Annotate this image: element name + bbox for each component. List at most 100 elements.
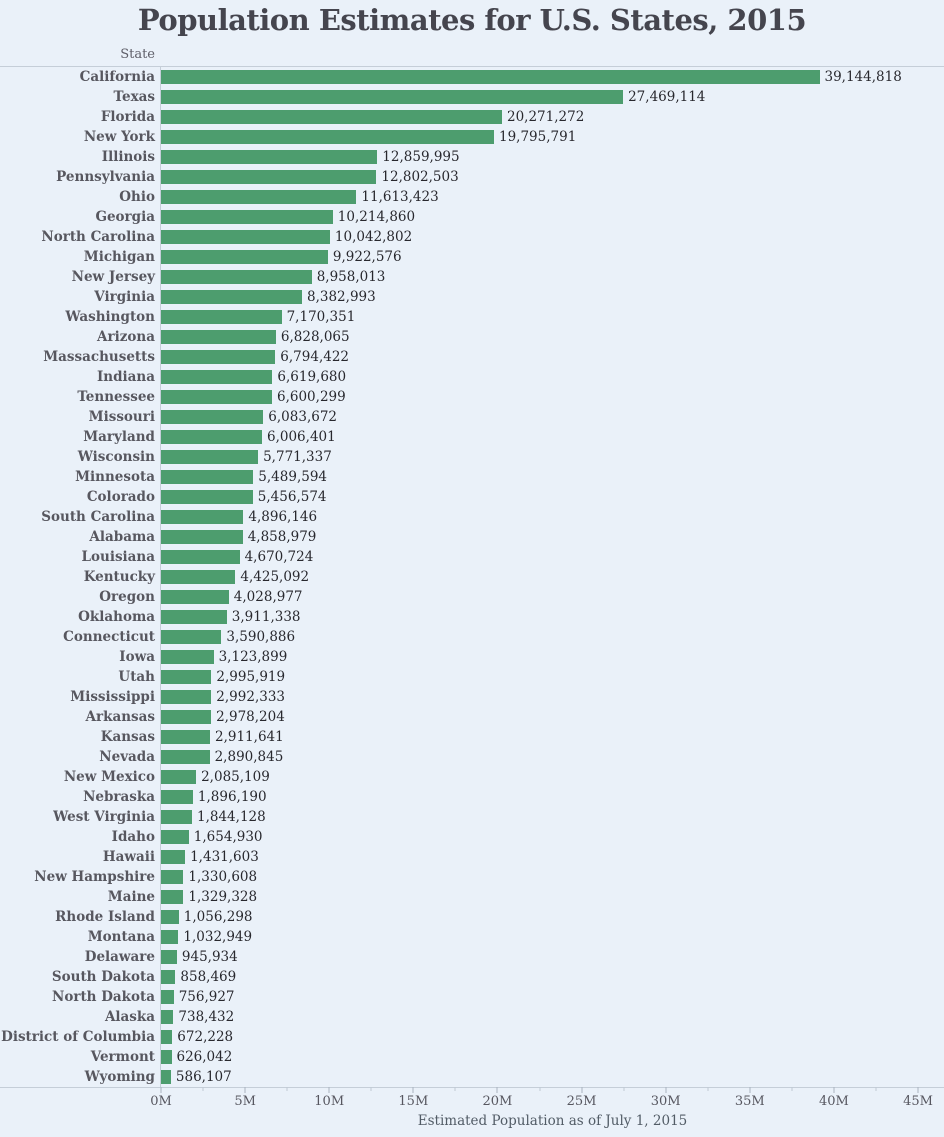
x-minor-tick bbox=[202, 1087, 204, 1091]
table-row: Utah 2,995,919 bbox=[0, 667, 944, 687]
state-label: Connecticut bbox=[63, 629, 155, 645]
bar bbox=[161, 230, 330, 244]
value-label: 6,083,672 bbox=[268, 409, 338, 425]
state-label: Kentucky bbox=[83, 569, 155, 585]
value-label: 2,085,109 bbox=[201, 769, 270, 785]
bar bbox=[161, 150, 378, 164]
bar bbox=[161, 630, 222, 644]
table-row: Massachusetts 6,794,422 bbox=[0, 347, 944, 367]
table-row: New Jersey 8,958,013 bbox=[0, 267, 944, 287]
value-label: 8,382,993 bbox=[307, 289, 376, 305]
value-label: 3,123,899 bbox=[218, 649, 288, 665]
x-minor-tick bbox=[454, 1087, 456, 1091]
value-label: 738,432 bbox=[178, 1009, 235, 1025]
bar bbox=[161, 1070, 171, 1084]
table-row: Washington 7,170,351 bbox=[0, 307, 944, 327]
value-label: 6,006,401 bbox=[267, 429, 336, 445]
state-label: Florida bbox=[100, 109, 155, 125]
value-label: 20,271,272 bbox=[507, 109, 585, 125]
table-row: Arkansas 2,978,204 bbox=[0, 707, 944, 727]
value-label: 39,144,818 bbox=[824, 69, 902, 85]
table-row: Wyoming 586,107 bbox=[0, 1067, 944, 1087]
bar bbox=[161, 1050, 172, 1064]
value-label: 12,802,503 bbox=[381, 169, 459, 185]
state-label: Illinois bbox=[101, 149, 155, 165]
value-label: 6,619,680 bbox=[277, 369, 347, 385]
table-row: Florida 20,271,272 bbox=[0, 107, 944, 127]
state-label: New Jersey bbox=[71, 269, 155, 285]
x-tick-label: 30M bbox=[650, 1094, 681, 1109]
bar bbox=[161, 810, 192, 824]
state-label: Oklahoma bbox=[78, 609, 155, 625]
bar bbox=[161, 330, 276, 344]
state-label: Wyoming bbox=[84, 1069, 155, 1085]
state-label: Colorado bbox=[86, 489, 155, 505]
state-label: Montana bbox=[87, 929, 155, 945]
table-row: Illinois 12,859,995 bbox=[0, 147, 944, 167]
table-row: Colorado 5,456,574 bbox=[0, 487, 944, 507]
value-label: 672,228 bbox=[177, 1029, 234, 1045]
state-label: Nebraska bbox=[83, 789, 155, 805]
state-label: Iowa bbox=[119, 649, 155, 665]
state-label: California bbox=[79, 69, 155, 85]
state-label: Massachusetts bbox=[43, 349, 155, 365]
bar bbox=[161, 870, 184, 884]
value-label: 626,042 bbox=[176, 1049, 233, 1065]
bar bbox=[161, 490, 253, 504]
x-major-tick bbox=[244, 1087, 246, 1093]
table-row: Louisiana 4,670,724 bbox=[0, 547, 944, 567]
value-label: 4,425,092 bbox=[240, 569, 310, 585]
bar-rows: California 39,144,818 Texas 27,469,114 F… bbox=[0, 67, 944, 1087]
bar bbox=[161, 90, 624, 104]
state-label: Louisiana bbox=[81, 549, 155, 565]
value-label: 3,590,886 bbox=[226, 629, 296, 645]
x-major-tick bbox=[328, 1087, 330, 1093]
x-tick-label: 25M bbox=[566, 1094, 597, 1109]
table-row: North Dakota 756,927 bbox=[0, 987, 944, 1007]
table-row: Georgia 10,214,860 bbox=[0, 207, 944, 227]
table-row: Montana 1,032,949 bbox=[0, 927, 944, 947]
value-label: 1,330,608 bbox=[188, 869, 258, 885]
state-label: Arkansas bbox=[85, 709, 155, 725]
state-label: South Dakota bbox=[51, 969, 155, 985]
value-label: 7,170,351 bbox=[286, 309, 356, 325]
state-label: Indiana bbox=[96, 369, 155, 385]
x-minor-tick bbox=[539, 1087, 540, 1091]
bar bbox=[161, 170, 377, 184]
bar bbox=[161, 310, 282, 324]
bar bbox=[161, 670, 212, 684]
state-label: Pennsylvania bbox=[56, 169, 155, 185]
bar bbox=[161, 370, 273, 384]
state-label: District of Columbia bbox=[1, 1029, 155, 1045]
x-minor-tick bbox=[791, 1087, 793, 1091]
table-row: Mississippi 2,992,333 bbox=[0, 687, 944, 707]
state-label: Hawaii bbox=[102, 849, 155, 865]
x-tick-label: 45M bbox=[903, 1094, 933, 1109]
x-axis-title: Estimated Population as of July 1, 2015 bbox=[417, 1113, 688, 1129]
bar bbox=[161, 550, 240, 564]
table-row: Minnesota 5,489,594 bbox=[0, 467, 944, 487]
table-row: Texas 27,469,114 bbox=[0, 87, 944, 107]
bar bbox=[161, 570, 236, 584]
value-label: 11,613,423 bbox=[361, 189, 439, 205]
value-label: 12,859,995 bbox=[382, 149, 460, 165]
x-tick-label: 10M bbox=[314, 1094, 345, 1109]
bar bbox=[161, 710, 212, 724]
value-label: 2,992,333 bbox=[216, 689, 286, 705]
value-label: 4,028,977 bbox=[233, 589, 303, 605]
table-row: Alabama 4,858,979 bbox=[0, 527, 944, 547]
x-major-tick bbox=[496, 1087, 498, 1093]
table-row: Kansas 2,911,641 bbox=[0, 727, 944, 747]
table-row: Rhode Island 1,056,298 bbox=[0, 907, 944, 927]
table-row: Oklahoma 3,911,338 bbox=[0, 607, 944, 627]
x-minor-tick bbox=[875, 1087, 877, 1091]
bar bbox=[161, 450, 259, 464]
value-label: 2,995,919 bbox=[216, 669, 286, 685]
bar bbox=[161, 70, 820, 84]
bar bbox=[161, 890, 184, 904]
state-label: Vermont bbox=[90, 1049, 155, 1065]
x-minor-tick bbox=[623, 1087, 625, 1091]
state-label: Kansas bbox=[100, 729, 155, 745]
plot-area: California 39,144,818 Texas 27,469,114 F… bbox=[0, 66, 944, 1088]
x-major-tick bbox=[581, 1087, 583, 1093]
